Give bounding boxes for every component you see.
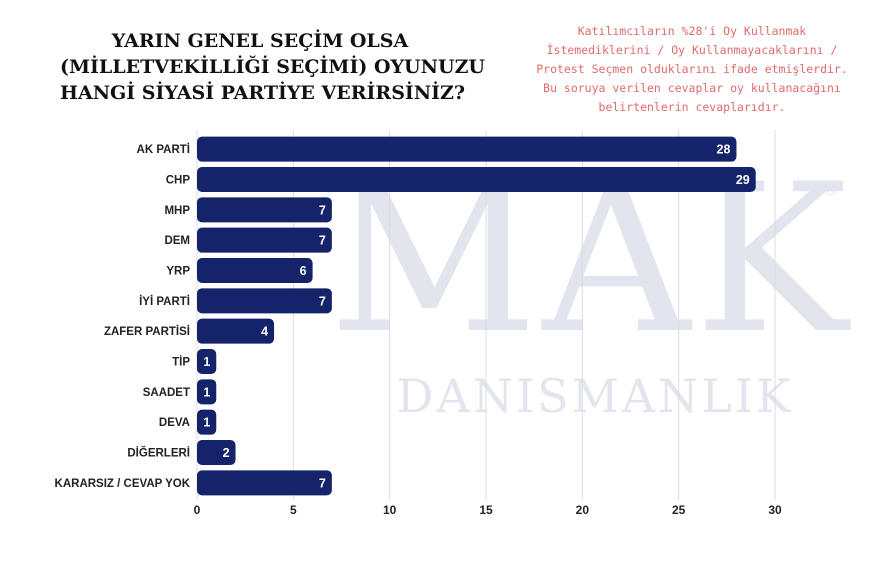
data-label: 7 xyxy=(319,476,326,490)
chart-title-line: HANGİ SİYASİ PARTİYE VERİRSİNİZ? xyxy=(60,82,466,104)
data-label: 2 xyxy=(223,446,230,460)
bar xyxy=(197,227,332,253)
x-tick-label: 30 xyxy=(768,503,782,517)
category-label: CHP xyxy=(166,175,191,187)
category-label: DEM xyxy=(164,235,190,247)
bar xyxy=(197,197,332,223)
data-label: 1 xyxy=(203,385,210,399)
chart-title-line: YARIN GENEL SEÇİM OLSA xyxy=(111,30,409,52)
bar xyxy=(197,379,217,405)
x-tick-label: 0 xyxy=(194,503,201,517)
category-label: KARARSIZ / CEVAP YOK xyxy=(55,478,191,490)
x-tick-label: 5 xyxy=(290,503,297,517)
data-label: 28 xyxy=(717,143,731,157)
category-label: İYİ PARTİ xyxy=(139,295,190,308)
x-tick-label: 15 xyxy=(479,503,493,517)
category-label: MHP xyxy=(164,205,190,217)
category-label: DEVA xyxy=(159,417,190,429)
bar xyxy=(197,318,275,344)
chart-title: YARIN GENEL SEÇİM OLSA (MİLLETVEKİLLİĞİ … xyxy=(60,28,486,106)
bar xyxy=(197,167,756,192)
survey-note-line: İstemediklerini / Oy Kullanmayacaklarını… xyxy=(546,43,838,57)
x-tick-label: 25 xyxy=(672,503,686,517)
bar xyxy=(197,440,236,465)
chart-title-line: (MİLLETVEKİLLİĞİ SEÇİMİ) OYUNUZU xyxy=(60,56,486,78)
category-label: ZAFER PARTİSİ xyxy=(104,325,190,338)
bar xyxy=(197,470,332,496)
data-label: 29 xyxy=(736,173,750,187)
category-label: YRP xyxy=(166,266,190,278)
category-label: TİP xyxy=(172,356,190,369)
data-label: 7 xyxy=(319,234,326,248)
category-label: DİĞERLERİ xyxy=(127,447,190,460)
bar xyxy=(197,136,737,162)
data-label: 7 xyxy=(319,294,326,308)
survey-note: Katılımcıların %28'i Oy Kullanmak İsteme… xyxy=(512,22,872,117)
data-label: 1 xyxy=(203,355,210,369)
x-tick-label: 10 xyxy=(383,503,397,517)
bar xyxy=(197,258,313,283)
data-label: 7 xyxy=(319,203,326,217)
bar xyxy=(197,349,217,374)
survey-note-line: belirtenlerin cevaplarıdır. xyxy=(598,100,786,114)
data-label: 4 xyxy=(261,325,268,339)
survey-note-line: Katılımcıların %28'i Oy Kullanmak xyxy=(577,24,807,38)
survey-note-line: Bu soruya verilen cevaplar oy kullanacağ… xyxy=(543,81,841,95)
bar xyxy=(197,288,332,314)
bar xyxy=(197,409,217,435)
survey-note-line: Protest Seçmen olduklarını ifade etmişle… xyxy=(536,62,848,76)
category-label: SAADET xyxy=(143,387,190,399)
x-tick-label: 20 xyxy=(576,503,590,517)
data-label: 6 xyxy=(300,264,307,278)
data-label: 1 xyxy=(203,416,210,430)
category-label: AK PARTİ xyxy=(137,143,190,156)
